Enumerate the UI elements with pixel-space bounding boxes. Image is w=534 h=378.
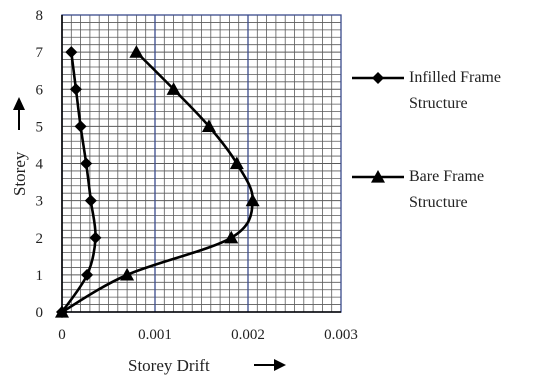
- data-point-triangle: [129, 45, 144, 58]
- tick-labels: 0 0.001 0.002 0.003 0 1 2 3 4 5 6 7 8: [36, 8, 358, 343]
- y-tick-label: 7: [36, 45, 44, 61]
- grid: [62, 14, 341, 312]
- data-point-triangle: [166, 82, 181, 95]
- y-tick-label: 0: [36, 305, 44, 321]
- y-axis-label: Storey: [10, 151, 29, 196]
- x-tick-label: 0.002: [231, 327, 265, 343]
- y-tick-label: 2: [36, 231, 44, 247]
- data-point-diamond: [81, 268, 94, 281]
- x-tick-label: 0.001: [138, 327, 172, 343]
- data-point-diamond: [69, 83, 82, 96]
- data-point-triangle: [229, 156, 244, 170]
- data-point-diamond: [65, 46, 78, 59]
- series-lines: [55, 45, 260, 318]
- data-point-diamond: [84, 194, 97, 207]
- legend-label: Infilled Frame: [409, 69, 501, 86]
- x-axis-arrow-icon: [254, 359, 286, 371]
- series-infilled-frame: [56, 46, 102, 318]
- y-axis-arrow-icon: [13, 97, 25, 130]
- y-tick-label: 8: [36, 8, 44, 24]
- y-tick-label: 4: [36, 157, 44, 173]
- y-tick-label: 3: [36, 194, 44, 210]
- legend: Infilled Frame Structure Bare Frame Structu…: [352, 69, 501, 211]
- x-tick-label: 0: [58, 327, 66, 343]
- legend-label: Bare Frame: [409, 168, 484, 185]
- data-point-triangle: [201, 119, 216, 132]
- y-axis-title: Storey: [10, 97, 29, 196]
- data-point-diamond: [89, 231, 102, 244]
- data-point-triangle: [224, 230, 239, 244]
- legend-label: Structure: [409, 95, 468, 112]
- x-axis-label: Storey Drift: [128, 356, 210, 375]
- x-axis-title: Storey Drift: [128, 356, 286, 375]
- y-tick-label: 6: [36, 82, 44, 98]
- legend-marker-diamond: [372, 72, 384, 84]
- y-tick-label: 1: [36, 268, 44, 284]
- legend-marker-triangle: [371, 170, 385, 183]
- x-tick-label: 0.003: [324, 327, 358, 343]
- data-point-triangle: [55, 305, 69, 318]
- axes: [61, 14, 342, 313]
- data-point-diamond: [74, 120, 87, 133]
- legend-label: Structure: [409, 194, 468, 211]
- legend-entry-bare-frame: Bare Frame Structure: [352, 168, 484, 211]
- data-point-triangle: [120, 267, 135, 281]
- data-point-triangle: [245, 193, 260, 207]
- series-bare-frame: [55, 45, 260, 318]
- legend-entry-infilled-frame: Infilled Frame Structure: [352, 69, 501, 112]
- data-point-diamond: [80, 157, 93, 170]
- y-tick-label: 5: [36, 119, 44, 135]
